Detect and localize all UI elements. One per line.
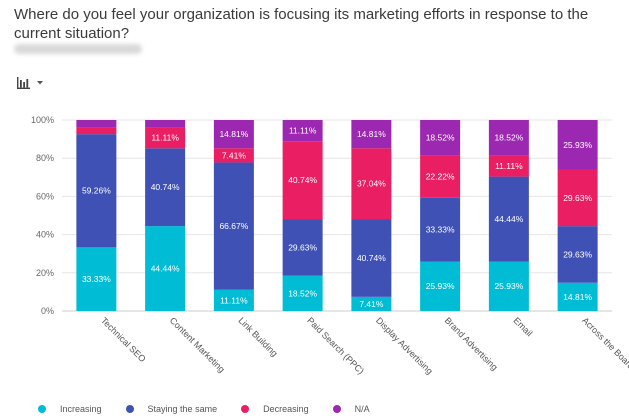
legend-swatch — [332, 405, 341, 413]
data-label: 66.67% — [219, 221, 248, 231]
x-category-label: Across the Board — [580, 315, 629, 371]
bar-segment — [557, 282, 598, 311]
data-label: 14.81% — [357, 129, 386, 139]
bar-segment — [282, 219, 323, 276]
bar-segment — [282, 120, 323, 142]
bar-segment — [420, 120, 461, 156]
bar-segment — [213, 162, 254, 290]
legend-swatch — [125, 405, 134, 413]
chart-type-selector[interactable] — [17, 75, 45, 91]
legend-item[interactable]: N/A — [332, 404, 370, 414]
caret-down-icon — [37, 81, 43, 85]
legend-item[interactable]: Decreasing — [241, 404, 309, 414]
data-label: 40.74% — [357, 253, 386, 263]
legend: Increasing Staying the same Decreasing N/A — [38, 402, 394, 416]
x-axis-categories: Technical SEO Content Marketing Link Build… — [99, 315, 629, 376]
data-label: 25.93% — [426, 281, 455, 291]
bar-segment — [420, 155, 461, 198]
y-tick-label: 40% — [36, 230, 54, 240]
data-label: 59.26% — [82, 186, 111, 196]
y-axis-ticks: 0% 20% 40% 60% 80% 100% — [31, 115, 54, 316]
data-label: 33.33% — [426, 225, 455, 235]
bar-segment — [488, 176, 529, 262]
y-tick-label: 0% — [41, 306, 54, 316]
x-category-label: Paid Search (PPC) — [305, 315, 366, 376]
bar-chart-icon — [17, 77, 30, 89]
question-title: Where do you feel your organization is f… — [14, 6, 589, 42]
legend-label: Increasing — [60, 404, 102, 414]
data-label: 33.33% — [82, 274, 111, 284]
legend-label: Staying the same — [147, 404, 218, 414]
legend-label: Decreasing — [263, 404, 309, 414]
bar-segment — [145, 127, 186, 149]
bar-segment — [488, 261, 529, 311]
bar-segment — [76, 247, 117, 311]
bar-segment — [76, 120, 117, 128]
bar-segment — [76, 134, 117, 248]
data-label: 7.41% — [222, 150, 247, 160]
bar-segment — [213, 289, 254, 311]
data-label: 11.11% — [495, 161, 523, 171]
x-category-label: Technical SEO — [99, 315, 148, 364]
x-category-label: Display Advertising — [374, 315, 435, 376]
y-tick-label: 60% — [36, 191, 54, 201]
legend-swatch — [241, 405, 250, 413]
bar-segment — [351, 296, 392, 311]
x-category-label: Link Building — [236, 315, 279, 358]
grid-lines — [62, 119, 612, 312]
bar-segment — [351, 120, 392, 149]
data-label: 29.63% — [563, 193, 592, 203]
bar-segment — [213, 120, 254, 149]
data-label: 14.81% — [563, 292, 592, 302]
data-label: 29.63% — [563, 249, 592, 259]
bar-segment — [145, 148, 186, 227]
y-tick-label: 100% — [31, 115, 54, 125]
legend-item[interactable]: Increasing — [38, 404, 102, 414]
bar-segment — [488, 120, 529, 156]
legend-swatch — [38, 405, 46, 413]
data-label: 11.11% — [220, 295, 248, 305]
data-label: 18.52% — [426, 133, 455, 143]
bars: 33.33% 59.26% 44.44% 40.74% 11.11% 11.11% 66.6… — [76, 120, 598, 311]
data-label: 11.11% — [151, 133, 179, 143]
legend-item[interactable]: Staying the same — [125, 404, 218, 414]
data-label: 37.04% — [357, 179, 386, 189]
bar-segment — [488, 155, 529, 177]
bar-segment — [557, 226, 598, 283]
data-label: 18.52% — [494, 133, 523, 143]
data-label: 40.74% — [151, 182, 180, 192]
bar-segment — [420, 261, 461, 311]
data-label: 25.93% — [494, 281, 523, 291]
y-tick-label: 80% — [36, 153, 54, 163]
bar-segment — [557, 120, 598, 170]
x-category-label: Brand Advertising — [443, 315, 500, 372]
x-category-label: Email — [511, 315, 534, 338]
data-label: 22.22% — [426, 172, 455, 182]
y-tick-label: 20% — [36, 268, 54, 278]
data-label: 18.52% — [288, 288, 317, 298]
bar-segment — [145, 226, 186, 311]
blurred-response-count — [14, 44, 142, 54]
bar-segment — [351, 148, 392, 220]
bar-segment — [145, 120, 186, 128]
bar-segment — [557, 169, 598, 227]
data-label: 7.41% — [359, 299, 384, 309]
data-label: 44.44% — [494, 214, 523, 224]
bar-segment — [351, 219, 392, 297]
data-label: 44.44% — [151, 264, 180, 274]
data-label: 40.74% — [288, 175, 317, 185]
data-label: 29.63% — [288, 242, 317, 252]
legend-label: N/A — [354, 404, 370, 414]
bar-segment — [282, 275, 323, 311]
bar-segment — [213, 148, 254, 163]
data-label: 11.11% — [289, 126, 317, 136]
bar-segment — [282, 141, 323, 220]
data-label: 14.81% — [219, 129, 248, 139]
bar-segment — [420, 197, 461, 262]
x-category-label: Content Marketing — [168, 315, 227, 374]
data-label: 25.93% — [563, 140, 592, 150]
bar-segment — [76, 127, 117, 135]
